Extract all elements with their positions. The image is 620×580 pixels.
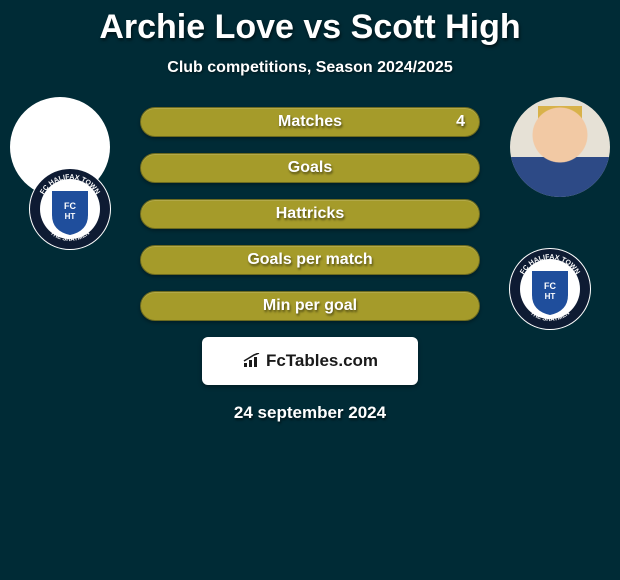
stat-label: Min per goal: [263, 297, 357, 315]
date-label: 24 september 2024: [0, 403, 620, 423]
svg-text:HT: HT: [65, 212, 76, 221]
stat-label: Matches: [278, 113, 342, 131]
chart-icon: [242, 353, 262, 369]
stat-bars: Matches 4 Goals Hattricks Goals per matc…: [140, 107, 480, 321]
club-badge-right: FC HT FC HALIFAX TOWN THE SHAYMEN: [500, 247, 600, 331]
stat-label: Goals per match: [247, 251, 372, 269]
stat-right-value: 4: [456, 113, 465, 131]
source-label: FcTables.com: [266, 351, 378, 371]
stat-row-matches: Matches 4: [140, 107, 480, 137]
source-badge: FcTables.com: [202, 337, 418, 385]
club-badge-left: FC HT FC HALIFAX TOWN THE SHAYMEN: [20, 167, 120, 251]
svg-text:FC: FC: [544, 281, 556, 291]
comparison-area: FC HT FC HALIFAX TOWN THE SHAYMEN FC HT …: [0, 107, 620, 423]
svg-text:HT: HT: [545, 292, 556, 301]
stat-row-goals: Goals: [140, 153, 480, 183]
svg-text:FC: FC: [64, 201, 76, 211]
stat-label: Goals: [288, 159, 332, 177]
stat-row-hattricks: Hattricks: [140, 199, 480, 229]
player-right-photo: [510, 97, 610, 197]
page-subtitle: Club competitions, Season 2024/2025: [0, 59, 620, 77]
stat-row-mpg: Min per goal: [140, 291, 480, 321]
stat-label: Hattricks: [276, 205, 344, 223]
page-title: Archie Love vs Scott High: [0, 0, 620, 47]
stat-row-gpm: Goals per match: [140, 245, 480, 275]
